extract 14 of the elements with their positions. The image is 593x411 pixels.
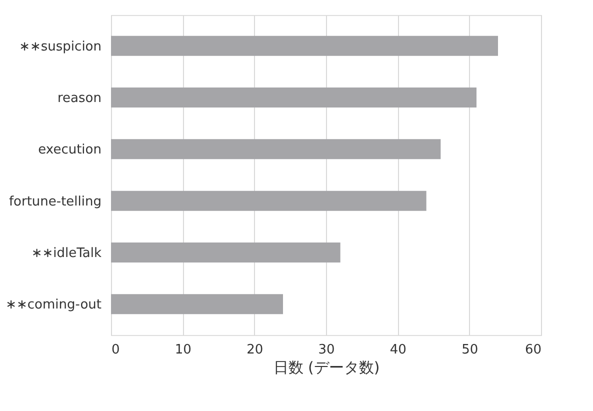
x-tick-label: 10 — [174, 342, 192, 358]
x-tick-label: 40 — [390, 342, 406, 358]
x-tick-label: 50 — [462, 342, 478, 358]
y-tick-label: ∗∗suspicion — [19, 39, 102, 54]
x-tick-label: 30 — [318, 342, 335, 358]
x-axis-title: 日数 (データ数) — [273, 358, 380, 376]
x-tick-label: 20 — [246, 342, 264, 358]
x-tick-label: 0 — [112, 342, 120, 358]
y-tick-label: execution — [38, 142, 102, 158]
x-tick-label: 60 — [524, 342, 542, 358]
y-tick-label: fortune-telling — [8, 194, 102, 210]
y-tick-label: reason — [58, 91, 102, 106]
y-tick-label: ∗∗idleTalk — [31, 246, 102, 261]
y-tick-label: ∗∗coming-out — [6, 298, 102, 313]
